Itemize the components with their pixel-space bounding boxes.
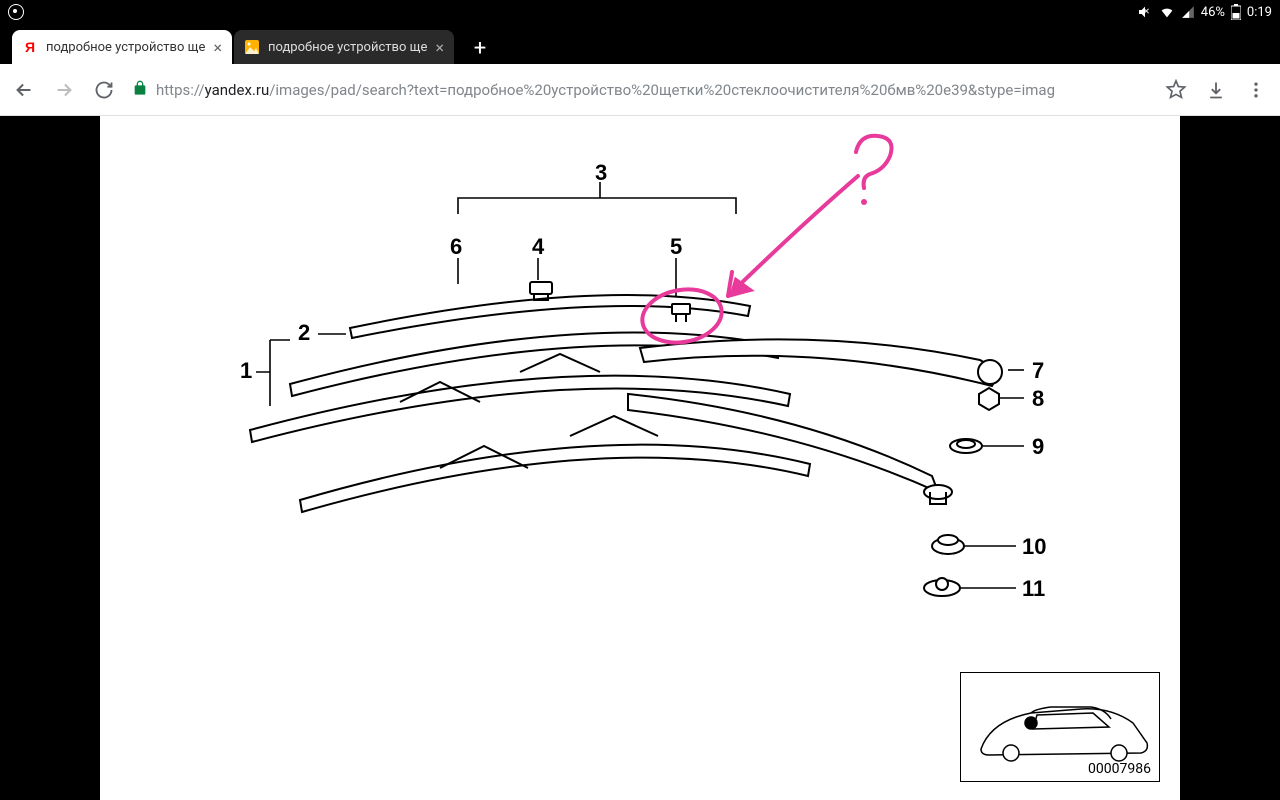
diagram-label-7: 7 (1032, 358, 1044, 384)
download-icon[interactable] (1204, 78, 1228, 102)
clock: 0:19 (1247, 5, 1272, 20)
tab-close-icon[interactable]: × (213, 38, 222, 57)
url-field[interactable]: https://yandex.ru/images/pad/search?text… (132, 80, 1148, 100)
menu-dots-icon[interactable] (1244, 78, 1268, 102)
android-status-bar: 46% 0:19 (0, 0, 1280, 24)
battery-percent: 46% (1201, 5, 1225, 20)
battery-icon (1231, 4, 1241, 20)
signal-icon (1181, 5, 1195, 19)
yandex-favicon: Я (22, 39, 38, 55)
browser-tab-strip: Я подробное устройство ще × подробное ус… (0, 24, 1280, 64)
diagram-label-10: 10 (1022, 534, 1046, 560)
diagram-label-1: 1 (240, 358, 252, 384)
page-content: 1 2 3 6 4 5 7 8 9 10 11 00007986 (0, 116, 1280, 800)
diagram-label-4: 4 (532, 234, 544, 260)
diagram-label-3: 3 (595, 160, 607, 186)
reload-button[interactable] (92, 78, 116, 102)
diagram-label-8: 8 (1032, 386, 1044, 412)
mute-icon (1137, 4, 1153, 20)
diagram-label-2: 2 (298, 320, 310, 346)
diagram-label-5: 5 (670, 234, 682, 260)
status-app-icon (8, 4, 24, 20)
wifi-icon (1159, 4, 1175, 20)
browser-tab-inactive[interactable]: подробное устройство ще × (234, 30, 454, 64)
diagram-page: 1 2 3 6 4 5 7 8 9 10 11 00007986 (100, 116, 1180, 800)
url-text: https://yandex.ru/images/pad/search?text… (156, 81, 1055, 99)
bookmark-star-icon[interactable] (1164, 78, 1188, 102)
diagram-inset: 00007986 (960, 672, 1160, 782)
back-button[interactable] (12, 78, 36, 102)
image-favicon (244, 39, 260, 55)
diagram-label-9: 9 (1032, 434, 1044, 460)
tab-title: подробное устройство ще (268, 40, 427, 55)
tab-close-icon[interactable]: × (435, 38, 444, 57)
new-tab-button[interactable]: + (464, 32, 496, 64)
forward-button[interactable] (52, 78, 76, 102)
browser-address-bar: https://yandex.ru/images/pad/search?text… (0, 64, 1280, 116)
diagram-label-11: 11 (1022, 576, 1045, 602)
diagram-label-6: 6 (450, 234, 462, 260)
part-number: 00007986 (1088, 761, 1151, 777)
tab-title: подробное устройство ще (46, 40, 205, 55)
lock-icon (132, 80, 148, 100)
browser-tab-active[interactable]: Я подробное устройство ще × (12, 30, 232, 64)
svg-text:Я: Я (25, 40, 35, 54)
